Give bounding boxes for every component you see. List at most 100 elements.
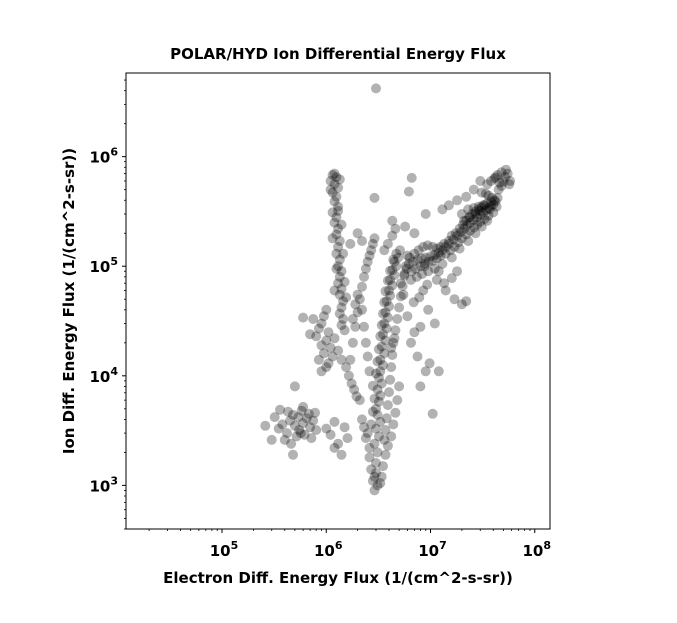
data-point (490, 172, 501, 183)
data-point (402, 311, 413, 322)
data-point (420, 366, 431, 377)
data-point (354, 395, 365, 406)
data-point (379, 297, 390, 308)
data-point (380, 425, 391, 435)
data-point (329, 168, 340, 179)
data-point (266, 434, 277, 445)
data-point (325, 176, 336, 186)
data-point (402, 250, 413, 261)
data-point (475, 205, 486, 216)
data-point (367, 380, 378, 391)
data-points (260, 83, 516, 496)
data-point (462, 220, 473, 231)
data-point (387, 350, 398, 360)
data-point (311, 331, 322, 342)
data-point (486, 200, 496, 211)
data-point (433, 366, 444, 377)
data-point (325, 342, 336, 353)
axes: 105 106 107 108 103 104 105 106 (89, 79, 551, 560)
data-point (458, 219, 468, 230)
data-point (283, 406, 293, 417)
data-point (409, 327, 420, 338)
data-point (456, 209, 467, 219)
data-point (390, 407, 401, 418)
data-point (419, 258, 430, 269)
y-axis-label: Ion Diff. Energy Flux (1/(cm^2-s-sr)) (60, 148, 78, 454)
data-point (479, 200, 490, 211)
data-point (357, 414, 367, 425)
data-point (440, 285, 451, 296)
data-point (275, 404, 285, 415)
data-point (489, 173, 500, 184)
data-point (423, 304, 434, 315)
data-point (502, 168, 513, 179)
data-point (384, 285, 394, 296)
data-point (329, 416, 340, 427)
data-point (452, 230, 463, 241)
data-point (418, 285, 429, 296)
data-point (327, 187, 338, 198)
data-point (372, 384, 383, 395)
data-point (373, 344, 384, 355)
data-point (350, 299, 361, 310)
data-point (336, 302, 347, 313)
data-point (427, 241, 438, 252)
data-point (380, 449, 391, 460)
data-point (446, 230, 457, 241)
data-point (422, 240, 433, 251)
data-point (339, 422, 350, 433)
data-point (461, 215, 472, 226)
data-point (364, 442, 375, 453)
data-point (289, 381, 300, 392)
data-point (437, 204, 448, 215)
data-point (333, 241, 344, 252)
data-point (429, 249, 440, 260)
data-point (367, 406, 378, 417)
data-point (395, 245, 405, 256)
plot-frame (125, 72, 551, 530)
data-point (472, 219, 483, 230)
data-point (375, 331, 386, 342)
data-point (386, 342, 397, 353)
data-point (327, 351, 338, 362)
data-point (362, 428, 373, 439)
data-point (294, 425, 305, 435)
data-point (298, 401, 309, 412)
data-point (316, 340, 327, 351)
y-tick-label: 103 (89, 474, 118, 495)
data-point (382, 440, 393, 451)
data-point (395, 291, 406, 302)
data-point (468, 184, 479, 195)
data-point (446, 252, 457, 263)
data-point (331, 229, 342, 240)
data-point (308, 415, 319, 426)
data-point (501, 164, 511, 175)
data-point (380, 286, 391, 297)
data-point (456, 299, 467, 310)
data-point (431, 243, 442, 254)
data-point (338, 314, 349, 324)
data-point (398, 289, 409, 300)
data-point (379, 434, 390, 445)
data-point (336, 320, 347, 331)
data-point (341, 292, 352, 303)
data-point (341, 362, 352, 373)
data-point (461, 191, 472, 202)
data-point (429, 263, 440, 274)
data-point (291, 431, 302, 442)
data-point (369, 471, 380, 482)
x-axis-label: Electron Diff. Energy Flux (1/(cm^2-s-sr… (163, 569, 513, 587)
data-point (431, 274, 442, 285)
data-point (412, 254, 423, 265)
data-point (443, 238, 454, 249)
data-point (321, 362, 332, 373)
data-point (486, 196, 496, 207)
data-point (490, 196, 501, 207)
data-point (435, 241, 446, 252)
data-point (475, 209, 486, 220)
data-point (387, 280, 398, 291)
data-point (371, 458, 381, 468)
data-point (389, 270, 400, 281)
x-tick-label: 105 (210, 539, 239, 560)
data-point (420, 252, 431, 263)
